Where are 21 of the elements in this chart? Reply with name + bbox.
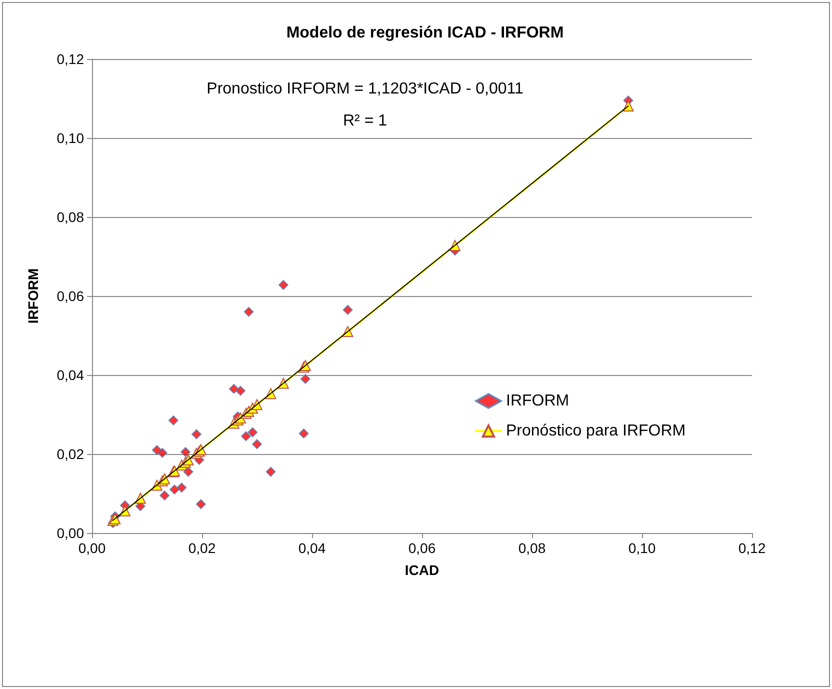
y-tick-label: 0,02 [56, 446, 84, 462]
y-tick-label: 0,00 [56, 525, 84, 541]
chart-title: Modelo de regresión ICAD - IRFORM [286, 24, 564, 42]
y-tick-label: 0,04 [56, 367, 84, 383]
x-tick-label: 0,10 [628, 540, 656, 556]
x-tick-label: 0,12 [738, 540, 766, 556]
annotation: Pronostico IRFORM = 1,1203*ICAD - 0,0011 [206, 80, 524, 98]
legend-label: Pronóstico para IRFORM [506, 422, 686, 440]
y-axis-title: IRFORM [25, 268, 41, 324]
y-tick-label: 0,12 [56, 51, 84, 67]
y-tick-label: 0,08 [56, 209, 84, 225]
legend-label: IRFORM [506, 392, 570, 410]
annotation: R² = 1 [342, 112, 388, 130]
x-tick-label: 0,02 [188, 540, 216, 556]
y-tick-label: 0,10 [56, 130, 84, 146]
x-tick-label: 0,04 [298, 540, 326, 556]
x-axis-title: ICAD [404, 562, 440, 578]
y-tick-label: 0,06 [56, 288, 84, 304]
x-tick-label: 0,00 [78, 540, 106, 556]
x-tick-label: 0,06 [408, 540, 436, 556]
x-tick-label: 0,08 [518, 540, 546, 556]
